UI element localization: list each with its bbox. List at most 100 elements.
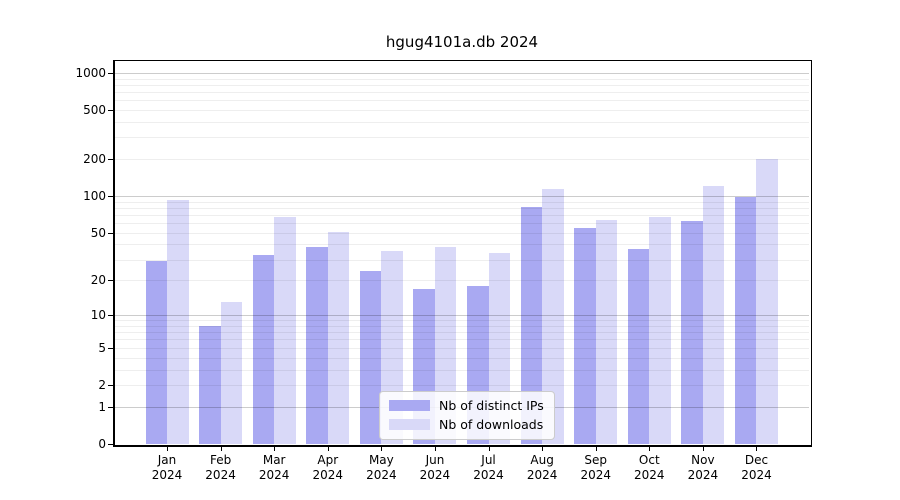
gridline-minor-80 [115,207,809,209]
y-tick-5 [108,347,113,349]
gridline-major-10 [115,315,809,317]
x-tick-Mar [274,446,276,451]
bar-downloads-Apr [327,231,350,444]
x-tick-year: 2024 [473,468,504,482]
y-tick-label-2: 2 [98,377,106,392]
gridline-minor-8 [115,325,809,327]
gridline-minor-500 [115,110,809,112]
gridline-minor-2 [115,384,809,386]
gridline-minor-20 [115,280,809,282]
gridline-minor-7 [115,332,809,334]
bar-downloads-Mar [274,217,296,444]
gridline-minor-400 [115,121,809,123]
chart-title: hgug4101a.db 2024 [385,33,539,51]
x-tick-year: 2024 [580,468,611,482]
x-tick-year: 2024 [366,468,397,482]
bar-downloads-Sep [595,219,618,444]
y-tick-label-50: 50 [90,225,106,240]
x-tick-month: Oct [638,453,660,467]
x-tick-year: 2024 [205,468,236,482]
x-tick-Oct [649,446,651,451]
y-tick-label-1: 1 [98,399,106,414]
x-tick-label-Jan: Jan 2024 [135,453,199,483]
x-tick-May [381,446,383,451]
bar-distinct-ips-Oct [627,248,650,444]
gridline-minor-300 [115,137,809,139]
bar-distinct-ips-Mar [252,254,275,444]
bar-downloads-Oct [649,217,671,444]
y-tick-1000 [108,72,113,74]
x-tick-month: Sep [584,453,608,467]
x-tick-year: 2024 [687,468,719,482]
x-tick-Feb [220,446,222,451]
x-tick-month: Apr [317,453,339,467]
gridline-minor-900 [115,78,809,80]
bar-distinct-ips-Jan [145,261,167,444]
x-tick-label-Dec: Dec 2024 [724,453,788,483]
x-tick-year: 2024 [312,468,344,482]
x-tick-Aug [542,446,544,451]
y-tick-200 [108,159,113,161]
x-tick-year: 2024 [526,468,558,482]
x-tick-Jul [488,446,490,451]
x-tick-year: 2024 [419,468,451,482]
gridline-minor-700 [115,91,809,93]
y-tick-2 [108,384,113,386]
x-tick-label-Feb: Feb 2024 [189,453,253,483]
bar-downloads-Nov [702,186,725,444]
gridline-minor-50 [115,232,809,234]
gridline-major-100 [115,196,809,198]
x-tick-label-Jul: Jul 2024 [457,453,521,483]
gridline-minor-200 [115,159,809,161]
x-tick-Apr [327,446,329,451]
bar-distinct-ips-Feb [199,325,221,444]
legend-item-distinct-ips: Nb of distinct IPs [389,398,544,413]
x-tick-label-Sep: Sep 2024 [564,453,628,483]
x-tick-Jun [434,446,436,451]
x-tick-Nov [702,446,704,451]
x-tick-month: Mar [262,453,286,467]
x-tick-month: Jul [481,453,496,467]
y-tick-label-0: 0 [98,437,106,451]
gridline-major-1000 [115,72,809,74]
bar-distinct-ips-Sep [574,227,596,444]
bar-distinct-ips-Nov [681,220,703,444]
bar-distinct-ips-Aug [520,207,543,444]
legend-label-distinct-ips: Nb of distinct IPs [439,398,544,413]
x-tick-year: 2024 [741,468,772,482]
x-tick-year: 2024 [634,468,665,482]
y-tick-label-100: 100 [83,189,106,204]
bar-downloads-Dec [756,159,778,444]
y-tick-100 [108,196,113,198]
x-tick-Sep [595,446,597,451]
y-tick-0 [108,444,113,445]
legend: Nb of distinct IPs Nb of downloads [379,391,555,440]
legend-label-downloads: Nb of downloads [439,417,544,432]
x-tick-Jan [167,446,168,451]
x-tick-month: Dec [744,453,769,467]
x-tick-Dec [756,446,758,451]
bar-distinct-ips-Apr [306,247,328,444]
x-tick-year: 2024 [151,468,183,482]
legend-swatch-downloads [389,419,430,430]
gridline-minor-60 [115,223,809,225]
x-tick-month: Jan [157,453,177,467]
x-tick-label-Apr: Apr 2024 [296,453,360,483]
x-tick-year: 2024 [258,468,290,482]
y-tick-label-20: 20 [90,273,106,288]
legend-item-downloads: Nb of downloads [389,417,544,432]
x-tick-month: May [368,453,394,467]
y-tick-label-5: 5 [98,340,106,355]
x-tick-month: Jun [425,453,445,467]
gridline-minor-600 [115,100,809,102]
y-tick-500 [108,110,113,112]
gridline-minor-40 [115,244,809,246]
gridline-minor-4 [115,357,809,359]
bar-distinct-ips-Dec [734,197,757,444]
gridline-minor-9 [115,320,809,322]
gridline-minor-6 [115,339,809,341]
bar-distinct-ips-May [359,271,382,444]
x-tick-label-Nov: Nov 2024 [671,453,735,483]
y-tick-10 [108,315,113,317]
